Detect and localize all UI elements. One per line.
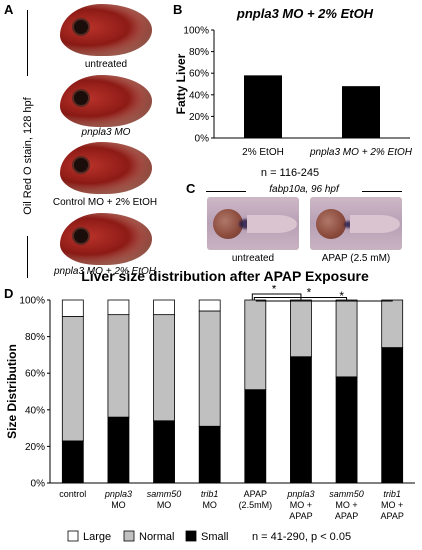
panel-d-bar-small: [198, 425, 221, 484]
panel-b-bar: [342, 86, 380, 138]
panel-d-bar-normal: [61, 316, 84, 442]
panel-d-y-tick-label: 100%: [19, 296, 45, 307]
panel-d-bar-small: [381, 347, 404, 484]
embryo-image-untreated: [207, 197, 299, 250]
panel-d-bar-normal: [198, 310, 221, 427]
panel-b-y-tick-label: 100%: [183, 26, 209, 37]
fish-image-untreated: [60, 4, 152, 56]
panel-b-n-label: n = 116-245: [260, 167, 320, 179]
panel-d-legend-label: Large: [83, 531, 111, 543]
panel-c-letter: C: [186, 181, 196, 196]
panel-b-y-tick-label: 40%: [189, 90, 209, 101]
panel-d-bar-normal: [153, 314, 175, 422]
panel-d-y-tick-label: 20%: [25, 442, 45, 453]
panel-b-bar: [244, 75, 282, 138]
panel-b-y-tick-label: 20%: [189, 112, 209, 123]
fish-image-pnpla3-mo: [60, 75, 152, 127]
fish-image-pnpla3-mo-etoh: [60, 213, 152, 265]
panel-d-title: Liver size distribution after APAP Expos…: [81, 268, 369, 284]
panel-b-letter: B: [173, 2, 183, 17]
fish-image-control-mo-etoh: [60, 142, 152, 194]
panel-d-x-tick-label: MO: [202, 500, 217, 510]
panel-b-y-tick-label: 80%: [189, 47, 209, 58]
panel-d-x-tick-label: APAP: [381, 511, 404, 521]
embryo-image-apap: [310, 197, 402, 250]
panel-d-bar-small: [107, 416, 130, 484]
panel-d-bar-normal: [290, 299, 312, 358]
panel-b-title: pnpla3 MO + 2% EtOH: [236, 6, 374, 21]
panel-d-bar-small: [244, 389, 267, 484]
panel-a-caption-untreated: untreated: [84, 59, 128, 70]
panel-d-x-tick-label: pnpla3: [286, 489, 314, 499]
panel-a-caption-pnpla3-mo-etoh: pnpla3 MO + 2% EtOH: [54, 266, 156, 277]
panel-c-header: fabp10a, 96 hpf: [246, 184, 362, 195]
panel-d-stats-label: n = 41-290, p < 0.05: [252, 531, 351, 543]
panel-d-x-tick-label: trib1: [383, 489, 401, 499]
panel-d-x-tick-label: MO +: [290, 500, 312, 510]
panel-d-x-tick-label: samm50: [329, 489, 364, 499]
panel-d-x-tick-label: APAP: [289, 511, 312, 521]
panel-d-x-tick-label: MO: [111, 500, 126, 510]
panel-d-x-tick-label: samm50: [147, 489, 182, 499]
panel-d-bar-normal: [107, 314, 130, 418]
panel-d-y-axis-label: Size Distribution: [5, 344, 19, 439]
panel-d-letter: D: [4, 286, 14, 301]
panel-d-y-tick-label: 80%: [25, 332, 45, 343]
panel-a-caption-control-mo-etoh: Control MO + 2% EtOH: [52, 197, 158, 208]
panel-d-bar-small: [290, 356, 312, 484]
panel-b-y-axis-label: Fatty Liver: [174, 53, 188, 114]
panel-d-x-tick-label: (2.5mM): [239, 500, 273, 510]
panel-d-x-tick-label: APAP: [244, 489, 267, 499]
panel-d-y-tick-label: 60%: [25, 369, 45, 380]
panel-d-y-tick-label: 40%: [25, 405, 45, 416]
panel-b-x-tick-label: 2% EtOH: [242, 147, 284, 158]
panel-d-significance-star: *: [272, 285, 277, 296]
panel-d-significance-star: *: [339, 289, 344, 303]
panel-d-bar-normal: [335, 299, 358, 378]
panel-d-x-tick-label: MO +: [335, 500, 357, 510]
panel-d-x-tick-label: MO: [157, 500, 172, 510]
panel-d-x-tick-label: pnpla3: [104, 489, 132, 499]
panel-d-bar-large: [61, 299, 84, 317]
panel-d-significance-star: *: [307, 286, 312, 300]
panel-d-bar-small: [61, 440, 84, 484]
panel-b-chart: 0% 20% 40% 60% 80% 100% Fatty Liver 2% EtOH pnpl…: [174, 26, 413, 159]
panel-c-caption-untreated: untreated: [231, 253, 275, 264]
panel-d-x-tick-label: control: [59, 489, 86, 499]
panel-d-bar-large: [107, 299, 130, 316]
panel-d-legend-label: Small: [201, 531, 229, 543]
panel-d-x-tick-label: trib1: [201, 489, 219, 499]
panel-b-y-tick-label: 60%: [189, 69, 209, 80]
panel-a-letter: A: [4, 2, 14, 17]
panel-d-legend-swatch: [185, 530, 197, 542]
panel-d-legend-label: Normal: [139, 531, 174, 543]
panel-b-x-tick-label: pnpla3 MO + 2% EtOH: [309, 147, 413, 158]
panel-d-significance-bracket: [255, 300, 393, 302]
panel-d-legend-swatch: [67, 530, 79, 542]
panel-d-bar-large: [198, 299, 221, 312]
panel-d-bar-large: [153, 299, 175, 316]
panel-c-caption-apap: APAP (2.5 mM): [321, 253, 391, 264]
panel-d-significance-bracket: [253, 297, 348, 300]
panel-d-y-tick-label: 0%: [31, 479, 46, 490]
panel-d-x-tick-label: APAP: [335, 511, 358, 521]
panel-d-x-tick-label: MO +: [381, 500, 403, 510]
panel-a-caption-pnpla3-mo: pnpla3 MO: [81, 127, 131, 138]
panel-d-bar-normal: [244, 299, 267, 391]
panel-d-legend-swatch: [123, 530, 135, 542]
panel-d-bar-small: [153, 420, 175, 484]
panel-b-y-tick-label: 0%: [195, 134, 210, 145]
panel-d-bar-small: [335, 376, 358, 484]
panel-d-chart: 0% 20% 40% 60% 80% 100% Size Distribution contr…: [5, 285, 415, 543]
panel-a-side-label: Oil Red O stain, 128 hpf: [22, 76, 34, 236]
panel-d-bar-normal: [381, 299, 404, 348]
